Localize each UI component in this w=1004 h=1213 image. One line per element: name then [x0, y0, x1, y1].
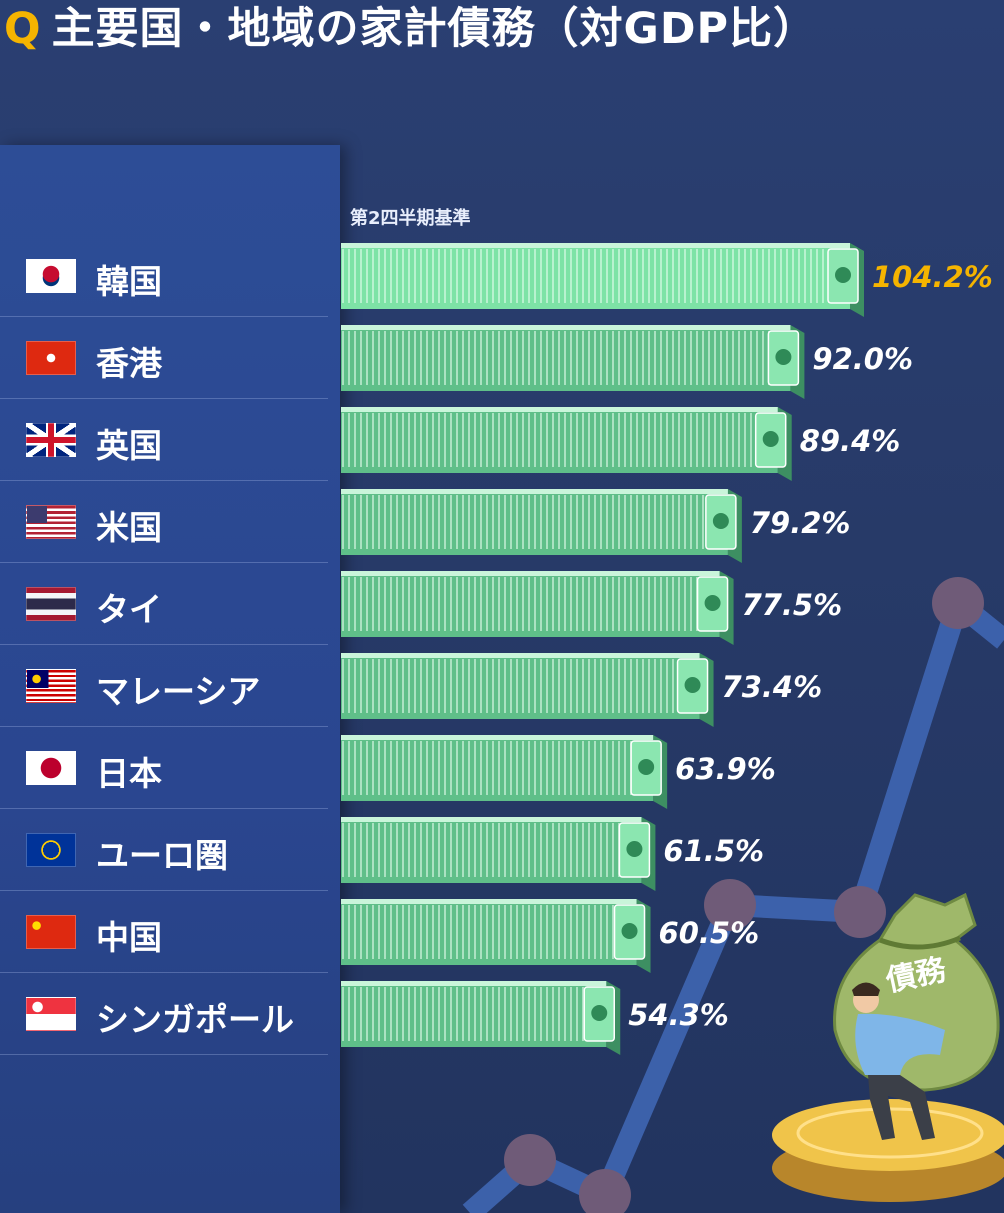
country-name: ユーロ圏 [96, 836, 228, 875]
sg-flag-icon [26, 997, 76, 1031]
kr-flag-icon [26, 259, 76, 293]
country-name: 韓国 [96, 262, 162, 301]
value-label: 79.2% [750, 506, 851, 540]
bar-texture [341, 659, 700, 713]
value-label: 63.9% [675, 752, 776, 786]
bill-seal-icon [835, 267, 851, 283]
person-legs [868, 1075, 935, 1140]
title-text: 主要国・地域の家計債務（対GDP比） [51, 4, 818, 54]
bill-seal-icon [638, 759, 655, 775]
country-row: 中国 [0, 891, 328, 973]
bill-seal-icon [626, 841, 643, 857]
country-row: 香港 [0, 317, 328, 399]
eu-flag-icon [26, 833, 76, 867]
country-row: シンガポール [0, 973, 328, 1055]
bar-group [341, 407, 792, 481]
country-name: 香港 [96, 344, 162, 383]
country-row: タイ [0, 563, 328, 645]
value-label: 89.4% [800, 424, 901, 458]
country-row: 韓国 [0, 235, 328, 317]
trend-point [834, 886, 886, 938]
value-label: 73.4% [722, 670, 823, 704]
bar-texture [341, 987, 607, 1041]
th-flag-icon [26, 587, 76, 621]
bar-group [341, 653, 714, 727]
bar-texture [341, 495, 728, 549]
bar-texture [341, 741, 654, 795]
country-row: 日本 [0, 727, 328, 809]
bar-top-edge [341, 899, 637, 904]
bar-texture [341, 577, 720, 631]
country-row: ユーロ圏 [0, 809, 328, 891]
value-label: 77.5% [742, 588, 843, 622]
person-hair [852, 982, 880, 996]
bar-group [341, 489, 742, 563]
bar-group [341, 981, 621, 1055]
country-name: タイ [96, 590, 162, 629]
country-name: 日本 [96, 754, 162, 793]
q-mark: Q [4, 4, 42, 54]
background-illustration: 債務 [462, 577, 1004, 1213]
my-flag-icon [26, 669, 76, 703]
bar-top-edge [341, 407, 778, 412]
value-label: 104.2% [872, 260, 993, 294]
bar-group [341, 899, 651, 973]
bar-texture [341, 823, 642, 877]
country-name: シンガポール [96, 1000, 294, 1039]
bar-texture [341, 249, 850, 303]
bar-top-edge [341, 489, 728, 494]
bar-group [341, 325, 805, 399]
bill-seal-icon [621, 923, 638, 939]
bar-group [341, 817, 656, 891]
country-row: マレーシア [0, 645, 328, 727]
bill-seal-icon [704, 595, 721, 611]
value-label: 61.5% [663, 834, 764, 868]
bar-texture [341, 331, 791, 385]
trend-point [932, 577, 984, 629]
bill-seal-icon [762, 431, 779, 447]
bar-top-edge [341, 653, 700, 658]
bar-group [341, 735, 668, 809]
trend-point [704, 879, 756, 931]
value-label: 54.3% [628, 998, 729, 1032]
trend-point [504, 1134, 556, 1186]
us-flag-icon [26, 505, 76, 539]
hk-flag-icon [26, 341, 76, 375]
value-label: 60.5% [659, 916, 760, 950]
jp-flag-icon [26, 751, 76, 785]
country-row: 米国 [0, 481, 328, 563]
person-shirt [855, 1013, 945, 1075]
bar-top-edge [341, 817, 642, 822]
bar-top-edge [341, 243, 850, 248]
country-name: 米国 [96, 508, 162, 547]
bar-top-edge [341, 735, 654, 740]
bar-texture [341, 905, 637, 959]
gb-flag-icon [26, 423, 76, 457]
trend-point [579, 1169, 631, 1213]
bill-seal-icon [775, 349, 792, 365]
chart-title: Q 主要国・地域の家計債務（対GDP比） [4, 0, 817, 54]
cn-flag-icon [26, 915, 76, 949]
value-label: 92.0% [812, 342, 913, 376]
bill-seal-icon [684, 677, 701, 693]
bar-top-edge [341, 325, 791, 330]
bill-seal-icon [712, 513, 729, 529]
country-row: 英国 [0, 399, 328, 481]
bar-top-edge [341, 981, 607, 986]
chart-note: 第2四半期基準 [350, 208, 471, 229]
bag-tie [879, 935, 961, 950]
bar-group [341, 243, 864, 317]
bar-top-edge [341, 571, 720, 576]
bar-texture [341, 413, 778, 467]
bill-seal-icon [591, 1005, 608, 1021]
country-name: 中国 [96, 918, 162, 957]
bar-group [341, 571, 734, 645]
country-name: マレーシア [96, 672, 261, 711]
country-panel: 韓国香港英国米国タイマレーシア日本ユーロ圏中国シンガポール [0, 145, 340, 1213]
country-name: 英国 [96, 426, 162, 465]
